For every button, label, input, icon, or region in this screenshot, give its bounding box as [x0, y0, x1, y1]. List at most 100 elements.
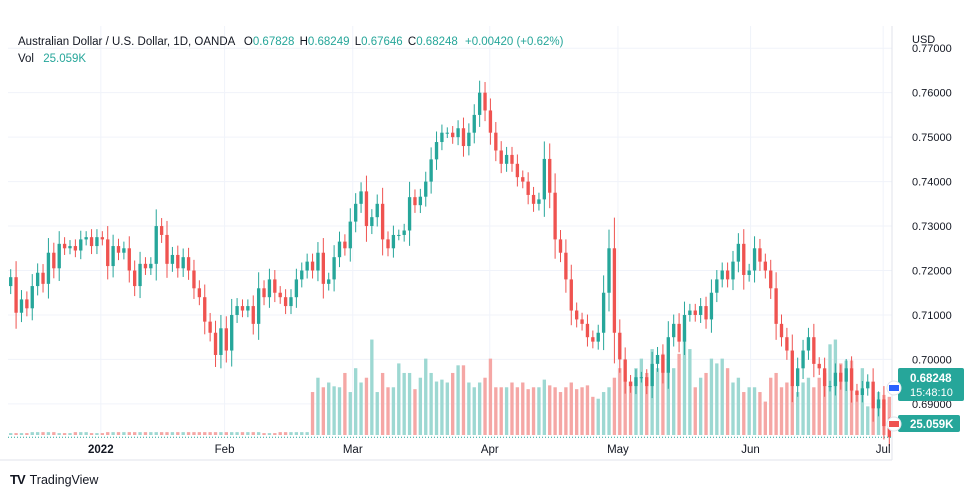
candle-body[interactable] [451, 132, 455, 138]
candle-body[interactable] [9, 277, 13, 287]
candle-body[interactable] [542, 158, 547, 200]
candle-body[interactable] [747, 270, 751, 275]
candle-body[interactable] [828, 386, 832, 388]
candle-body[interactable] [585, 323, 590, 338]
candle-body[interactable] [25, 299, 29, 309]
candle-body[interactable] [785, 337, 789, 351]
candle-body[interactable] [871, 381, 875, 409]
candle-body[interactable] [839, 372, 843, 382]
candle-body[interactable] [73, 246, 78, 251]
candle-body[interactable] [515, 163, 520, 178]
candle-body[interactable] [795, 368, 800, 387]
candle-body[interactable] [731, 261, 735, 280]
symbol-title[interactable]: Australian Dollar / U.S. Dollar, 1D, OAN… [18, 36, 235, 48]
candle-body[interactable] [849, 368, 854, 391]
candle-body[interactable] [219, 328, 223, 355]
candle-body[interactable] [531, 194, 536, 204]
candle-body[interactable] [704, 306, 708, 320]
candle-body[interactable] [677, 323, 681, 342]
candle-body[interactable] [666, 337, 670, 373]
candle-body[interactable] [725, 270, 730, 280]
candle-body[interactable] [181, 257, 185, 269]
candle-body[interactable] [499, 150, 503, 164]
candle-body[interactable] [833, 372, 838, 387]
tradingview-brand[interactable]: TV TradingView [10, 472, 98, 487]
candle-body[interactable] [494, 132, 498, 151]
candle-body[interactable] [779, 323, 784, 338]
candle-body[interactable] [305, 261, 309, 271]
candle-body[interactable] [639, 377, 644, 379]
candle-body[interactable] [612, 248, 617, 333]
candle-body[interactable] [418, 196, 423, 206]
candle-body[interactable] [343, 241, 347, 249]
candle-body[interactable] [580, 319, 584, 324]
candle-body[interactable] [429, 159, 433, 182]
candle-body[interactable] [127, 248, 131, 271]
candle-body[interactable] [623, 359, 627, 382]
candle-body[interactable] [143, 263, 148, 269]
candle-body[interactable] [294, 279, 299, 298]
candle-body[interactable] [283, 297, 288, 307]
candle-body[interactable] [887, 426, 891, 438]
candle-body[interactable] [213, 332, 218, 355]
candle-body[interactable] [521, 177, 525, 182]
candle-body[interactable] [386, 239, 390, 249]
candle-body[interactable] [537, 199, 541, 204]
candle-body[interactable] [224, 328, 228, 351]
candle-body[interactable] [327, 279, 331, 284]
candle-body[interactable] [84, 237, 88, 240]
candle-body[interactable] [391, 234, 396, 249]
candle-body[interactable] [672, 323, 676, 338]
candle-body[interactable] [488, 110, 493, 133]
candle-body[interactable] [645, 377, 649, 387]
candle-body[interactable] [628, 381, 633, 387]
candle-body[interactable] [375, 203, 379, 218]
candle-body[interactable] [267, 279, 272, 298]
candle-body[interactable] [634, 377, 638, 387]
candle-body[interactable] [203, 297, 207, 322]
candle-body[interactable] [682, 314, 687, 342]
candle-body[interactable] [553, 192, 557, 240]
candle-body[interactable] [860, 388, 865, 395]
candle-body[interactable] [235, 306, 239, 315]
candle-body[interactable] [132, 270, 137, 287]
candle-body[interactable] [574, 310, 579, 320]
candle-body[interactable] [607, 248, 611, 293]
candle-body[interactable] [154, 226, 158, 264]
candle-body[interactable] [661, 354, 665, 373]
candle-body[interactable] [504, 154, 509, 164]
candle-body[interactable] [111, 246, 115, 267]
candle-body[interactable] [230, 314, 234, 351]
candle-body[interactable] [440, 132, 444, 143]
candle-body[interactable] [52, 252, 56, 269]
candle-body[interactable] [472, 114, 476, 133]
candle-body[interactable] [122, 248, 126, 253]
candle-body[interactable] [510, 154, 514, 164]
candle-body[interactable] [332, 257, 336, 280]
candle-body[interactable] [461, 128, 466, 147]
candle-body[interactable] [30, 286, 34, 309]
candle-body[interactable] [95, 237, 99, 247]
candle-body[interactable] [866, 381, 870, 389]
candle-body[interactable] [46, 252, 51, 284]
candle-body[interactable] [159, 226, 164, 235]
candle-body[interactable] [758, 248, 762, 262]
candle-body[interactable] [273, 279, 277, 293]
candle-body[interactable] [790, 350, 794, 387]
candle-body[interactable] [278, 292, 282, 298]
candle-body[interactable] [569, 279, 573, 311]
candle-body[interactable] [434, 142, 439, 160]
candle-body[interactable] [456, 128, 460, 138]
candle-body[interactable] [402, 230, 406, 235]
candle-body[interactable] [208, 321, 212, 333]
candle-body[interactable] [844, 368, 848, 382]
candle-body[interactable] [548, 158, 552, 193]
candle-body[interactable] [817, 363, 821, 369]
candle-body[interactable] [424, 181, 428, 197]
candle-body[interactable] [316, 252, 320, 271]
candle-body[interactable] [876, 399, 881, 409]
candle-body[interactable] [170, 254, 175, 264]
candle-body[interactable] [337, 241, 342, 258]
candle-body[interactable] [855, 390, 859, 395]
